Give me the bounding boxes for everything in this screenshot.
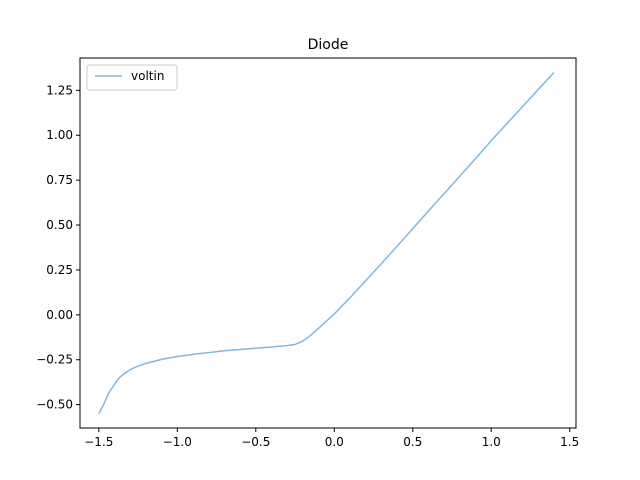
x-tick-label: 0.0 bbox=[325, 435, 344, 449]
chart-title: Diode bbox=[308, 37, 349, 53]
y-tick-label: 0.50 bbox=[46, 218, 73, 232]
series-line-voltin bbox=[98, 71, 555, 414]
y-tick-label: −0.50 bbox=[36, 398, 73, 412]
y-tick-label: 0.00 bbox=[46, 308, 73, 322]
y-tick-label: 1.00 bbox=[46, 128, 73, 142]
x-tick-label: −1.0 bbox=[163, 435, 192, 449]
y-tick-label: 1.25 bbox=[46, 83, 73, 97]
legend: voltin bbox=[86, 64, 178, 91]
y-tick-label: −0.25 bbox=[36, 353, 73, 367]
x-axis: −1.5 −1.0 −0.5 0.0 0.5 1.0 1.5 bbox=[84, 428, 579, 449]
y-axis: −0.50 −0.25 0.00 0.25 0.50 0.75 1.00 1.25 bbox=[36, 83, 80, 412]
x-tick-label: 0.5 bbox=[403, 435, 422, 449]
x-tick-label: −0.5 bbox=[241, 435, 270, 449]
legend-label: voltin bbox=[131, 69, 164, 83]
y-tick-label: 0.75 bbox=[46, 173, 73, 187]
plot-area bbox=[79, 57, 577, 429]
x-tick-label: 1.5 bbox=[560, 435, 579, 449]
legend-box bbox=[86, 64, 178, 91]
y-tick-label: 0.25 bbox=[46, 263, 73, 277]
x-tick-label: −1.5 bbox=[84, 435, 113, 449]
series-layer bbox=[98, 71, 555, 414]
x-tick-label: 1.0 bbox=[482, 435, 501, 449]
